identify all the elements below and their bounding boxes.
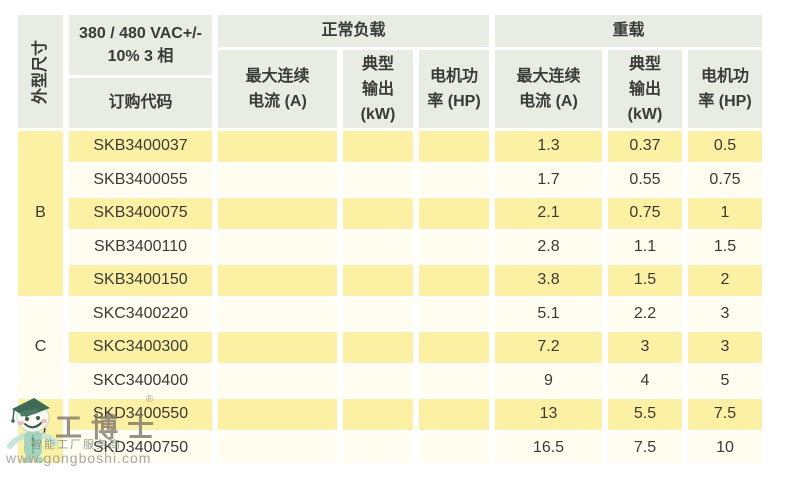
- heavy-max-current-cell: 7.2: [495, 332, 602, 363]
- normal-max-current-header: 最大连续 电流 (A): [218, 50, 337, 128]
- heavy-typical-output-cell: 0.37: [608, 131, 682, 162]
- frame-size-column-header: 外型尺寸: [18, 15, 63, 128]
- heavy-motor-power-cell: 0.5: [688, 131, 762, 162]
- normal-max-current-cell: [218, 198, 337, 229]
- heavy-max-current-cell: 2.1: [495, 198, 602, 229]
- heavy-max-current-cell: 16.5: [495, 432, 602, 463]
- voltage-ordercode-header-block: 380 / 480 VAC+/- 10% 3 相 订购代码: [69, 15, 212, 128]
- normal-typical-output-cell: [343, 298, 413, 329]
- heavy-max-current-cell: 9: [495, 365, 602, 396]
- order-code-cell: SKD3400550: [69, 399, 212, 430]
- normal-motor-power-cell: [419, 231, 489, 262]
- order-code-cell: SKB3400075: [69, 198, 212, 229]
- heavy-load-group-header: 重载: [495, 15, 762, 47]
- normal-typical-output-header: 典型 输出 (kW): [343, 50, 413, 128]
- heavy-typical-output-cell: 5.5: [608, 399, 682, 430]
- heavy-typical-output-cell: 2.2: [608, 298, 682, 329]
- normal-max-current-cell: [218, 164, 337, 195]
- heavy-max-current-cell: 1.3: [495, 131, 602, 162]
- normal-typical-output-cell: [343, 231, 413, 262]
- heavy-motor-power-header: 电机功 率 (HP): [688, 50, 762, 128]
- normal-max-current-cell: [218, 432, 337, 463]
- normal-typical-output-cell: [343, 164, 413, 195]
- order-code-cell: SKB3400150: [69, 265, 212, 296]
- normal-motor-power-cell: [419, 399, 489, 430]
- frame-size-cell-C: C: [18, 298, 63, 396]
- normal-max-current-cell: [218, 332, 337, 363]
- heavy-max-current-cell: 13: [495, 399, 602, 430]
- order-code-cell: SKC3400400: [69, 365, 212, 396]
- heavy-typical-output-cell: 4: [608, 365, 682, 396]
- order-code-cell: SKD3400750: [69, 432, 212, 463]
- voltage-header: 380 / 480 VAC+/- 10% 3 相: [69, 15, 212, 75]
- normal-motor-power-cell: [419, 265, 489, 296]
- heavy-typical-output-cell: 1.1: [608, 231, 682, 262]
- heavy-typical-output-cell: 7.5: [608, 432, 682, 463]
- drive-spec-table: 外型尺寸 380 / 480 VAC+/- 10% 3 相 订购代码 正常负载 …: [18, 15, 762, 463]
- normal-typical-output-cell: [343, 131, 413, 162]
- normal-motor-power-header: 电机功 率 (HP): [419, 50, 489, 128]
- normal-max-current-cell: [218, 365, 337, 396]
- normal-motor-power-cell: [419, 332, 489, 363]
- heavy-motor-power-cell: 0.75: [688, 164, 762, 195]
- heavy-motor-power-cell: 1: [688, 198, 762, 229]
- normal-motor-power-cell: [419, 164, 489, 195]
- heavy-motor-power-cell: 7.5: [688, 399, 762, 430]
- heavy-typical-output-cell: 0.75: [608, 198, 682, 229]
- heavy-max-current-header: 最大连续 电流 (A): [495, 50, 602, 128]
- heavy-max-current-cell: 3.8: [495, 265, 602, 296]
- normal-max-current-cell: [218, 298, 337, 329]
- order-code-cell: SKB3400110: [69, 231, 212, 262]
- normal-max-current-cell: [218, 265, 337, 296]
- heavy-typical-output-header: 典型 输出 (kW): [608, 50, 682, 128]
- normal-motor-power-cell: [419, 432, 489, 463]
- normal-max-current-cell: [218, 231, 337, 262]
- heavy-motor-power-cell: 2: [688, 265, 762, 296]
- normal-typical-output-cell: [343, 432, 413, 463]
- normal-load-group-header: 正常负载: [218, 15, 489, 47]
- heavy-motor-power-cell: 3: [688, 298, 762, 329]
- heavy-motor-power-cell: 10: [688, 432, 762, 463]
- order-code-cell: SKB3400037: [69, 131, 212, 162]
- order-code-cell: SKC3400300: [69, 332, 212, 363]
- normal-motor-power-cell: [419, 298, 489, 329]
- normal-max-current-cell: [218, 131, 337, 162]
- heavy-motor-power-cell: 5: [688, 365, 762, 396]
- normal-motor-power-cell: [419, 131, 489, 162]
- heavy-typical-output-cell: 0.55: [608, 164, 682, 195]
- heavy-max-current-cell: 5.1: [495, 298, 602, 329]
- order-code-cell: SKC3400220: [69, 298, 212, 329]
- normal-typical-output-cell: [343, 365, 413, 396]
- normal-motor-power-cell: [419, 365, 489, 396]
- normal-max-current-cell: [218, 399, 337, 430]
- order-code-header: 订购代码: [69, 78, 212, 128]
- heavy-motor-power-cell: 1.5: [688, 231, 762, 262]
- normal-typical-output-cell: [343, 399, 413, 430]
- heavy-typical-output-cell: 1.5: [608, 265, 682, 296]
- normal-motor-power-cell: [419, 198, 489, 229]
- frame-size-cell-D: D: [18, 399, 63, 463]
- heavy-motor-power-cell: 3: [688, 332, 762, 363]
- heavy-typical-output-cell: 3: [608, 332, 682, 363]
- frame-size-cell-B: B: [18, 131, 63, 296]
- heavy-max-current-cell: 1.7: [495, 164, 602, 195]
- normal-typical-output-cell: [343, 198, 413, 229]
- heavy-max-current-cell: 2.8: [495, 231, 602, 262]
- normal-typical-output-cell: [343, 332, 413, 363]
- normal-typical-output-cell: [343, 265, 413, 296]
- order-code-cell: SKB3400055: [69, 164, 212, 195]
